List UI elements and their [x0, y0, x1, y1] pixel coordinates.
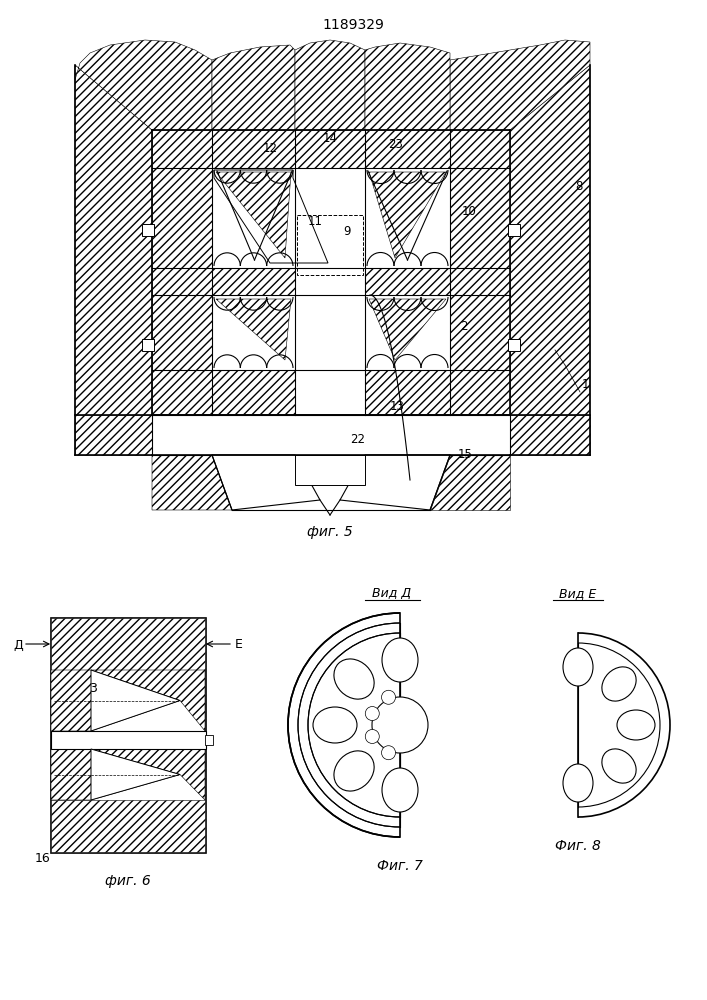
- Polygon shape: [365, 130, 450, 168]
- Ellipse shape: [382, 638, 418, 682]
- Polygon shape: [91, 749, 205, 800]
- Bar: [51, 731, 206, 749]
- Polygon shape: [216, 172, 291, 258]
- Polygon shape: [212, 130, 295, 168]
- Bar: [142, 224, 154, 236]
- Text: 1: 1: [582, 378, 590, 391]
- Ellipse shape: [602, 667, 636, 701]
- Text: 14: 14: [323, 132, 338, 145]
- Polygon shape: [369, 172, 446, 258]
- Circle shape: [366, 729, 379, 743]
- Polygon shape: [295, 40, 365, 130]
- Bar: [51, 618, 206, 853]
- Text: 12: 12: [263, 142, 278, 155]
- Text: 1189329: 1189329: [322, 18, 384, 32]
- Polygon shape: [216, 299, 291, 360]
- Text: фиг. 6: фиг. 6: [105, 874, 151, 888]
- Ellipse shape: [563, 764, 593, 802]
- Bar: [508, 224, 520, 236]
- Polygon shape: [510, 65, 590, 455]
- Polygon shape: [152, 130, 212, 415]
- Text: 2: 2: [460, 320, 467, 333]
- Text: 8: 8: [575, 180, 583, 193]
- Text: Фиг. 7: Фиг. 7: [377, 859, 423, 873]
- Text: 3: 3: [89, 682, 97, 696]
- Polygon shape: [430, 455, 510, 510]
- Circle shape: [382, 690, 395, 704]
- Circle shape: [382, 746, 395, 760]
- Circle shape: [298, 623, 502, 827]
- Polygon shape: [51, 670, 180, 731]
- Polygon shape: [212, 268, 295, 295]
- Bar: [400, 608, 522, 842]
- Text: 13: 13: [390, 400, 405, 413]
- Polygon shape: [75, 415, 152, 455]
- Polygon shape: [212, 370, 295, 415]
- Polygon shape: [51, 800, 205, 852]
- Polygon shape: [91, 670, 180, 731]
- Polygon shape: [152, 415, 510, 455]
- Polygon shape: [340, 455, 450, 510]
- Text: Е: Е: [235, 639, 243, 652]
- Bar: [205, 735, 213, 745]
- Polygon shape: [365, 295, 450, 370]
- Polygon shape: [51, 749, 180, 800]
- Polygon shape: [51, 618, 205, 670]
- Text: Фиг. 8: Фиг. 8: [555, 839, 601, 853]
- Text: 9: 9: [343, 225, 351, 238]
- Bar: [476, 628, 578, 822]
- Text: 15: 15: [458, 448, 473, 461]
- Circle shape: [366, 707, 379, 721]
- Polygon shape: [450, 130, 510, 415]
- Polygon shape: [214, 170, 328, 263]
- Ellipse shape: [563, 648, 593, 686]
- Bar: [297, 215, 363, 275]
- Text: Вид Д: Вид Д: [373, 587, 411, 600]
- Ellipse shape: [617, 710, 655, 740]
- Polygon shape: [295, 455, 365, 485]
- Polygon shape: [365, 43, 450, 130]
- Text: 22: 22: [350, 433, 365, 446]
- Text: Вид Е: Вид Е: [559, 587, 597, 600]
- Ellipse shape: [313, 707, 357, 743]
- Ellipse shape: [382, 768, 418, 812]
- Text: фиг. 5: фиг. 5: [307, 525, 353, 539]
- Text: 10: 10: [462, 205, 477, 218]
- Ellipse shape: [334, 659, 374, 699]
- Polygon shape: [91, 670, 205, 731]
- Polygon shape: [212, 295, 295, 370]
- Polygon shape: [510, 415, 590, 455]
- Bar: [508, 339, 520, 351]
- Polygon shape: [450, 40, 590, 130]
- Circle shape: [372, 697, 428, 753]
- Circle shape: [288, 613, 512, 837]
- Ellipse shape: [602, 749, 636, 783]
- Text: Д: Д: [13, 639, 23, 652]
- Polygon shape: [75, 65, 152, 455]
- Polygon shape: [369, 299, 446, 360]
- Polygon shape: [365, 168, 450, 268]
- Polygon shape: [91, 749, 180, 800]
- Bar: [142, 339, 154, 351]
- Text: 16: 16: [35, 852, 51, 865]
- Ellipse shape: [334, 751, 374, 791]
- Circle shape: [308, 633, 492, 817]
- Text: 11: 11: [308, 215, 323, 228]
- Polygon shape: [212, 168, 295, 268]
- Polygon shape: [365, 370, 450, 415]
- Polygon shape: [75, 40, 212, 130]
- Polygon shape: [212, 455, 320, 510]
- Polygon shape: [212, 45, 295, 130]
- Text: 23: 23: [388, 138, 403, 151]
- Polygon shape: [295, 130, 365, 168]
- Polygon shape: [365, 268, 450, 295]
- Polygon shape: [152, 455, 232, 510]
